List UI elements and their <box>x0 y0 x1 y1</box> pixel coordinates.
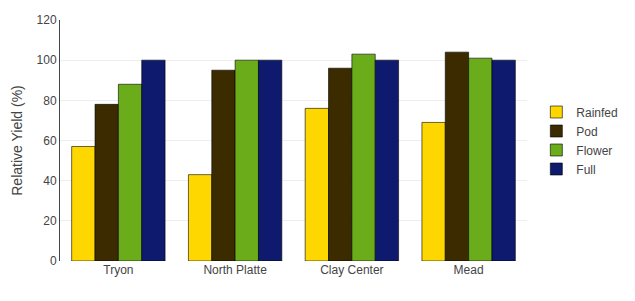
svg-text:40: 40 <box>43 174 57 188</box>
svg-text:60: 60 <box>43 134 57 148</box>
svg-text:Tryon: Tryon <box>103 263 133 277</box>
svg-text:Mead: Mead <box>454 263 484 277</box>
svg-text:Rainfed: Rainfed <box>576 106 617 120</box>
svg-text:Full: Full <box>576 163 595 177</box>
svg-text:20: 20 <box>43 214 57 228</box>
svg-text:Flower: Flower <box>576 144 612 158</box>
svg-text:Relative Yield (%): Relative Yield (%) <box>9 85 25 196</box>
svg-text:0: 0 <box>50 254 57 268</box>
svg-text:Pod: Pod <box>576 125 597 139</box>
svg-text:North Platte: North Platte <box>203 263 267 277</box>
svg-text:Clay Center: Clay Center <box>320 263 383 277</box>
svg-text:80: 80 <box>43 94 57 108</box>
svg-text:100: 100 <box>37 53 57 67</box>
svg-text:120: 120 <box>37 13 57 27</box>
